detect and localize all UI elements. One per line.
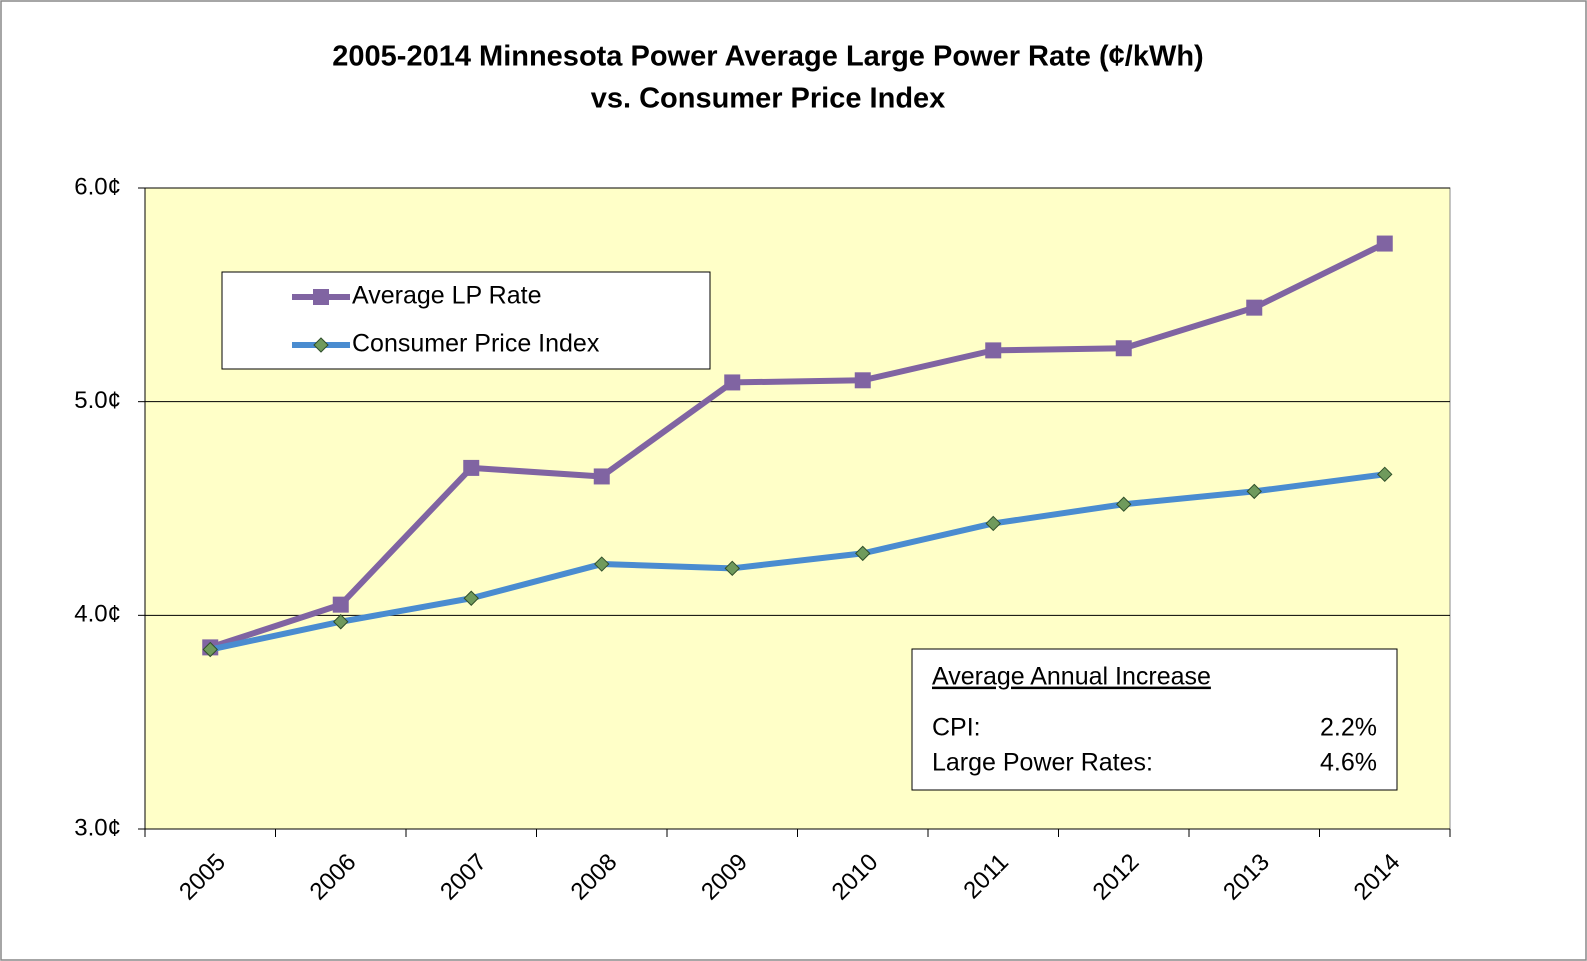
data-point <box>594 556 610 572</box>
data-point <box>985 342 1002 359</box>
data-point <box>724 374 741 391</box>
data-point <box>855 545 871 562</box>
annotation-box <box>911 648 1398 791</box>
y-tick-label: 6.0¢ <box>74 173 121 200</box>
data-point <box>593 468 610 485</box>
legend-box <box>221 271 711 370</box>
data-point <box>333 614 349 630</box>
data-point <box>854 372 871 389</box>
y-tick-label: 3.0¢ <box>74 814 121 841</box>
annotation-value: 4.6% <box>1320 749 1377 777</box>
y-tick-label: 5.0¢ <box>74 387 121 414</box>
data-point <box>724 560 740 577</box>
annotation-heading: Average Annual Increase <box>932 663 1211 691</box>
data-point <box>1376 235 1393 252</box>
annotation-label: Large Power Rates: <box>932 749 1153 777</box>
data-line <box>209 240 1387 651</box>
legend-marker <box>313 337 329 353</box>
data-point <box>1115 340 1132 357</box>
data-point <box>463 590 479 606</box>
data-point <box>463 459 480 476</box>
data-point <box>1377 466 1393 483</box>
annotation-label: CPI: <box>932 714 981 742</box>
data-line <box>209 471 1386 653</box>
chart-title: 2005-2014 Minnesota Power Average Large … <box>332 41 1203 73</box>
data-point <box>332 596 349 613</box>
y-tick-label: 4.0¢ <box>74 601 121 628</box>
data-point <box>202 641 218 658</box>
legend-label: Consumer Price Index <box>352 330 600 358</box>
chart-title: vs. Consumer Price Index <box>591 83 946 115</box>
data-point <box>1246 299 1263 316</box>
annotation-value: 2.2% <box>1320 714 1377 742</box>
data-point <box>1246 483 1262 500</box>
legend-marker <box>313 289 329 305</box>
legend-label: Average LP Rate <box>352 282 542 310</box>
data-point <box>1116 496 1132 512</box>
data-point <box>985 515 1001 532</box>
